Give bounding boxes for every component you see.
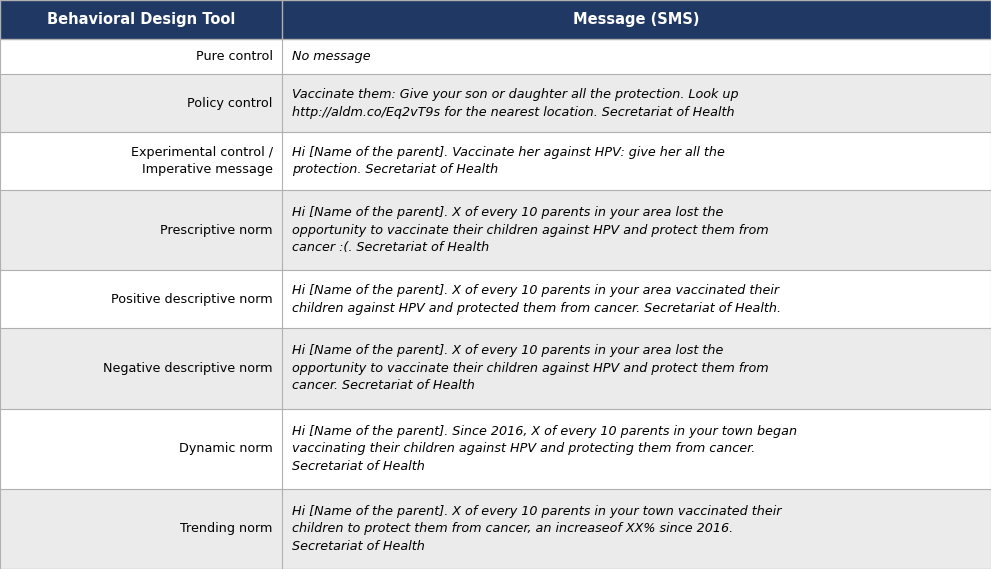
Bar xyxy=(0,132,282,190)
Text: Hi [Name of the parent]. X of every 10 parents in your area lost the
opportunity: Hi [Name of the parent]. X of every 10 p… xyxy=(292,344,769,393)
Bar xyxy=(282,270,991,328)
Text: Positive descriptive norm: Positive descriptive norm xyxy=(111,293,273,306)
Text: Vaccinate them: Give your son or daughter all the protection. Look up
http://ald: Vaccinate them: Give your son or daughte… xyxy=(292,88,739,118)
Text: Pure control: Pure control xyxy=(195,50,273,63)
Bar xyxy=(282,489,991,569)
Text: Hi [Name of the parent]. X of every 10 parents in your area lost the
opportunity: Hi [Name of the parent]. X of every 10 p… xyxy=(292,207,769,254)
Bar xyxy=(0,409,282,489)
Bar xyxy=(0,75,282,132)
Text: Behavioral Design Tool: Behavioral Design Tool xyxy=(47,12,236,27)
Bar xyxy=(282,75,991,132)
Text: Negative descriptive norm: Negative descriptive norm xyxy=(103,362,273,375)
Bar xyxy=(282,132,991,190)
Bar xyxy=(0,190,282,270)
Bar xyxy=(0,0,282,39)
Bar xyxy=(282,190,991,270)
Text: Prescriptive norm: Prescriptive norm xyxy=(160,224,273,237)
Bar xyxy=(0,489,282,569)
Text: Message (SMS): Message (SMS) xyxy=(574,12,700,27)
Bar xyxy=(282,409,991,489)
Text: Hi [Name of the parent]. Vaccinate her against HPV: give her all the
protection.: Hi [Name of the parent]. Vaccinate her a… xyxy=(292,146,725,176)
Bar xyxy=(282,0,991,39)
Text: Experimental control /
Imperative message: Experimental control / Imperative messag… xyxy=(131,146,273,176)
Bar xyxy=(0,328,282,409)
Bar xyxy=(282,328,991,409)
Text: Hi [Name of the parent]. X of every 10 parents in your town vaccinated their
chi: Hi [Name of the parent]. X of every 10 p… xyxy=(292,505,782,553)
Text: Policy control: Policy control xyxy=(187,97,273,110)
Bar xyxy=(0,39,282,75)
Bar xyxy=(282,39,991,75)
Text: Trending norm: Trending norm xyxy=(180,522,273,535)
Text: Dynamic norm: Dynamic norm xyxy=(178,442,273,455)
Text: Hi [Name of the parent]. X of every 10 parents in your area vaccinated their
chi: Hi [Name of the parent]. X of every 10 p… xyxy=(292,284,781,315)
Text: No message: No message xyxy=(292,50,371,63)
Bar xyxy=(0,270,282,328)
Text: Hi [Name of the parent]. Since 2016, X of every 10 parents in your town began
va: Hi [Name of the parent]. Since 2016, X o… xyxy=(292,424,798,473)
